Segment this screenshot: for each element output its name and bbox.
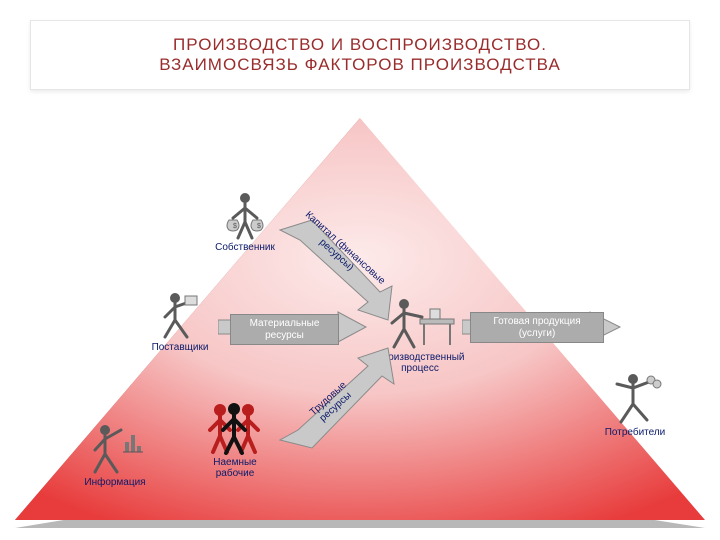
title-card: ПРОИЗВОДСТВО И ВОСПРОИЗВОДСТВО. ВЗАИМОСВ… (30, 20, 690, 90)
svg-text:$: $ (233, 223, 237, 230)
info-icon (85, 420, 145, 475)
consumer-label: Потребители (590, 427, 680, 438)
title-line2: ВЗАИМОСВЯЗЬ ФАКТОРОВ ПРОИЗВОДСТВА (51, 55, 669, 75)
actor-info: Информация (70, 420, 160, 488)
owner-icon: $ $ (223, 190, 267, 240)
supplier-icon (157, 290, 203, 340)
actor-consumer: Потребители (590, 370, 680, 438)
title-line1: ПРОИЗВОДСТВО И ВОСПРОИЗВОДСТВО. (51, 35, 669, 55)
actor-supplier: Поставщики (140, 290, 220, 353)
consumer-icon (607, 370, 663, 425)
info-label: Информация (70, 477, 160, 488)
slide: ПРОИЗВОДСТВО И ВОСПРОИЗВОДСТВО. ВЗАИМОСВ… (0, 0, 720, 540)
workers-icon (200, 400, 270, 455)
supplier-label: Поставщики (140, 342, 220, 353)
workers-label: Наемные рабочие (190, 457, 280, 479)
actor-workers: Наемные рабочие (190, 400, 280, 479)
svg-text:$: $ (257, 223, 261, 230)
output-box: Готовая продукция (услуги) (470, 312, 604, 343)
